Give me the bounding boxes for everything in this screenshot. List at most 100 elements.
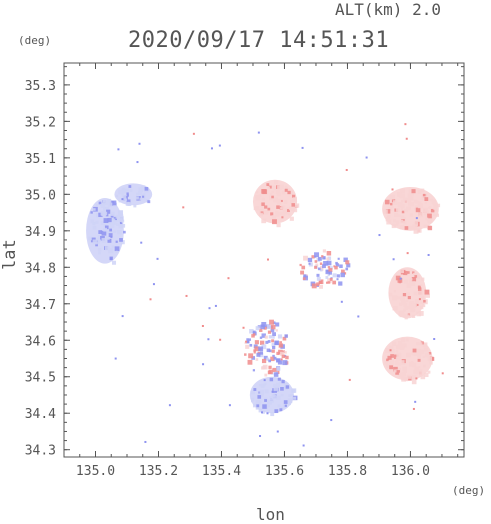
echo-cell [102, 200, 108, 206]
y-tick-label: 35.1 [25, 152, 56, 167]
echo-speck [427, 253, 430, 256]
axis-ticks: 135.0 135.2 135.4 135.6 135.8 136.0 34.3 34.4 34… [25, 63, 464, 479]
echo-speck [392, 258, 395, 261]
echo-region-south-blue [249, 376, 298, 417]
echo-cell [276, 382, 281, 387]
y-tick-label: 34.5 [25, 371, 56, 386]
echo-cell [284, 404, 287, 407]
echo-cell [396, 352, 402, 358]
echo-cell [417, 285, 421, 289]
echo-cell [412, 271, 415, 274]
echo-cell [125, 188, 129, 192]
echo-cell [101, 238, 107, 243]
echo-cell [258, 408, 263, 413]
echo-cell [124, 198, 128, 201]
echo-cell [245, 344, 250, 349]
echo-cell [92, 225, 97, 230]
y-tick-label: 34.7 [25, 298, 56, 313]
echo-cell [422, 304, 426, 308]
echo-cell [413, 221, 419, 226]
echo-cell [393, 290, 396, 293]
echo-cell [110, 211, 115, 216]
echo-cell [111, 230, 114, 233]
echo-cell [327, 278, 332, 283]
echo-cell [101, 211, 107, 217]
echo-cell [343, 257, 348, 262]
echo-cell [264, 389, 269, 394]
echo-cell [394, 361, 399, 365]
echo-speck [202, 363, 205, 366]
echo-cell [98, 251, 101, 255]
echo-cell [263, 383, 266, 387]
echo-cell [108, 226, 112, 230]
echo-cell [396, 344, 401, 350]
echo-cell [390, 354, 394, 358]
echo-cell [279, 184, 285, 190]
echo-cell [408, 225, 413, 230]
echo-cell [289, 216, 294, 221]
echo-region-central-south [244, 319, 289, 377]
echo-cell [424, 197, 429, 201]
echo-cell [416, 311, 422, 317]
echo-cell [273, 386, 279, 391]
x-tick-label: 135.0 [76, 464, 115, 479]
echo-speck [280, 358, 283, 361]
echo-cell [389, 365, 394, 370]
echo-cell [271, 342, 276, 347]
echo-cell [411, 277, 417, 282]
echo-cell [269, 396, 274, 400]
echo-cell [291, 388, 297, 393]
echo-region-north-central [252, 179, 300, 228]
echo-speck [433, 338, 436, 341]
echo-cell [263, 355, 268, 360]
echo-cell [281, 190, 286, 195]
echo-speck [266, 258, 269, 261]
echo-cell [408, 202, 412, 206]
echo-cell [270, 412, 275, 417]
echo-speck [365, 156, 368, 159]
echo-cell [413, 228, 419, 234]
echo-cell [275, 329, 278, 332]
echo-cell [276, 367, 281, 371]
echo-region-nw-top [114, 183, 153, 208]
echo-cell [271, 195, 274, 199]
echo-cell [251, 390, 255, 395]
echo-cell [429, 361, 433, 365]
echo-cell [431, 199, 436, 205]
echo-cell [308, 262, 311, 265]
echo-cell [329, 266, 333, 270]
echo-cell [276, 223, 281, 228]
echo-cell [255, 405, 260, 410]
echo-cell [268, 349, 272, 353]
echo-cell [400, 188, 405, 194]
echo-cell [423, 210, 429, 216]
echo-cell [271, 339, 275, 343]
echo-cell [254, 340, 259, 345]
echo-cell [427, 213, 432, 219]
echo-cell [433, 202, 438, 207]
echo-cell [317, 256, 322, 261]
echo-cell [399, 310, 405, 316]
echo-cell [424, 372, 429, 378]
echo-cell [123, 230, 126, 234]
echo-cell [409, 202, 415, 207]
echo-cell [401, 300, 407, 306]
x-tick-label: 135.2 [139, 464, 178, 479]
echo-cell [284, 382, 289, 388]
echo-speck [207, 338, 210, 341]
echo-cell [415, 275, 420, 280]
echo-cell [102, 199, 105, 203]
echo-speck [345, 168, 348, 171]
echo-cell [418, 203, 423, 208]
echo-cell [272, 219, 277, 225]
echo-cell [419, 349, 425, 355]
echo-cell [108, 215, 111, 219]
echo-cell [108, 233, 113, 238]
echo-cell [384, 360, 389, 365]
echo-cell [274, 341, 279, 346]
echo-cell [399, 219, 404, 224]
echo-cell [92, 222, 95, 226]
echo-cell [303, 275, 308, 281]
echo-cell [118, 200, 121, 203]
echo-cell [252, 333, 256, 336]
